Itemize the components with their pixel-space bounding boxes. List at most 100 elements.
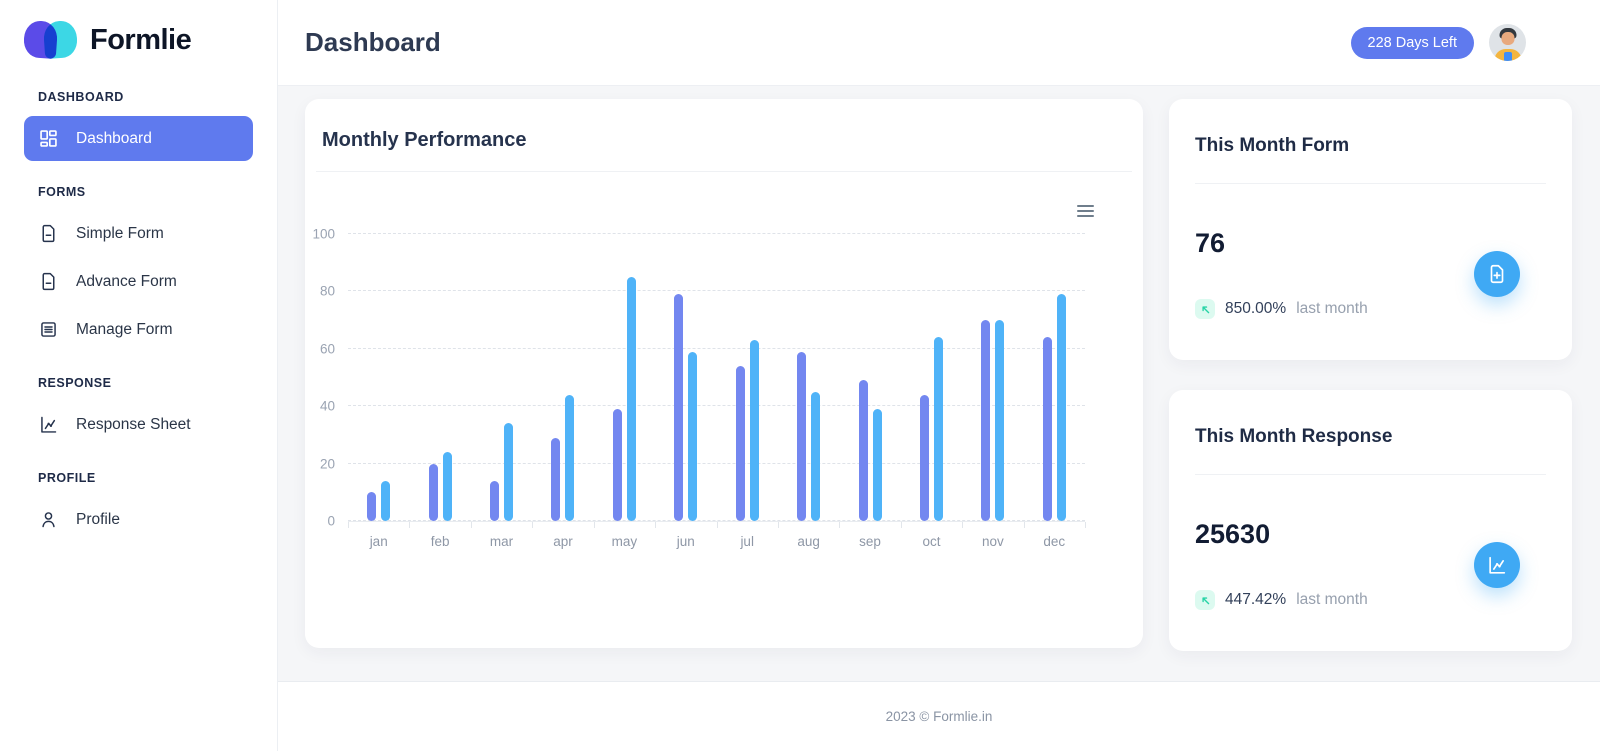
stat-title: This Month Response — [1195, 390, 1546, 475]
formlie-logo-icon — [22, 15, 79, 65]
top-header: Dashboard 228 Days Left — [278, 0, 1600, 86]
bar-series-2-jul — [749, 340, 759, 521]
section-label-dashboard: DASHBOARD — [38, 90, 124, 104]
sidebar-item-advance-form[interactable]: Advance Form — [24, 259, 253, 304]
page-title: Dashboard — [305, 27, 441, 57]
x-axis-tick — [1085, 522, 1086, 528]
x-axis-label: sep — [859, 534, 881, 549]
file-plus-icon — [1474, 251, 1520, 297]
y-axis-label: 100 — [312, 226, 335, 242]
sidebar-item-dashboard[interactable]: Dashboard — [24, 116, 253, 161]
bar-series-2-aug — [811, 391, 821, 521]
bar-group-jun — [655, 234, 716, 521]
gridline — [348, 462, 1085, 464]
document-icon — [38, 271, 59, 292]
avatar-face — [1501, 32, 1514, 45]
monthly-performance-card: Monthly Performance 0 20 40 60 80 100 jan feb ma… — [305, 99, 1143, 648]
y-axis-label: 80 — [319, 283, 335, 299]
line-chart-icon — [1474, 542, 1520, 588]
days-left-badge: 228 Days Left — [1350, 26, 1474, 59]
x-axis-label: jun — [676, 534, 695, 549]
y-axis-label: 0 — [327, 513, 335, 529]
content: Monthly Performance 0 20 40 60 80 100 jan feb ma… — [278, 86, 1600, 681]
sidebar-item-label: Profile — [76, 510, 120, 528]
sidebar-item-manage-form[interactable]: Manage Form — [24, 307, 253, 352]
x-axis-label: oct — [922, 534, 941, 549]
stat-change: 447.42% — [1225, 591, 1287, 608]
sidebar-item-response-sheet[interactable]: Response Sheet — [24, 402, 253, 447]
stat-value: 25630 — [1195, 519, 1271, 549]
stat-trend-row: 447.42% last month — [1195, 590, 1546, 610]
bar-series-2-sep — [872, 409, 882, 521]
user-avatar[interactable] — [1489, 24, 1526, 61]
x-axis-label: mar — [489, 534, 514, 549]
x-axis-tick — [1023, 522, 1025, 528]
bar-series-2-oct — [933, 337, 943, 521]
stat-change: 850.00% — [1225, 300, 1287, 317]
bar-group-sep — [839, 234, 900, 521]
bar-series-1-feb — [428, 463, 438, 521]
section-label-forms: FORMS — [38, 185, 86, 199]
x-axis-label: jan — [369, 534, 388, 549]
bar-group-jan — [348, 234, 409, 521]
bar-group-apr — [532, 234, 593, 521]
sidebar-item-label: Simple Form — [76, 224, 164, 242]
x-axis-tick — [532, 522, 534, 528]
x-axis-tick — [777, 522, 779, 528]
chart-menu-icon[interactable] — [1075, 203, 1096, 219]
x-axis-tick — [348, 522, 349, 528]
bar-series-1-aug — [797, 351, 807, 521]
bar-series-2-feb — [442, 452, 452, 521]
x-axis-label: may — [611, 534, 638, 549]
bar-series-2-apr — [565, 394, 575, 521]
bar-series-1-jul — [735, 366, 745, 521]
gridline — [348, 290, 1085, 292]
stat-title: This Month Form — [1195, 99, 1546, 184]
gridline — [348, 347, 1085, 349]
chart-area: 0 20 40 60 80 100 jan feb mar apr may jun jul aug sep o… — [312, 172, 1132, 612]
gridline — [348, 405, 1085, 407]
x-axis-label: nov — [981, 534, 1004, 549]
brand-name: Formlie — [90, 23, 192, 56]
bar-series-1-mar — [490, 480, 500, 521]
bar-series-1-nov — [981, 320, 991, 521]
x-axis-tick — [962, 522, 964, 528]
y-axis-label: 20 — [319, 456, 335, 472]
bar-series-1-jun — [674, 294, 684, 521]
bar-series-1-dec — [1042, 337, 1052, 521]
x-axis-label: apr — [553, 534, 573, 549]
document-icon — [38, 223, 59, 244]
sidebar-item-simple-form[interactable]: Simple Form — [24, 211, 253, 256]
x-axis-tick — [470, 522, 472, 528]
x-axis-tick — [900, 522, 902, 528]
bar-group-mar — [471, 234, 532, 521]
stats-column: This Month Form 76 850.00% last month — [1169, 99, 1572, 681]
section-label-profile: PROFILE — [38, 471, 96, 485]
x-axis-tick — [716, 522, 718, 528]
x-axis-tick — [655, 522, 657, 528]
bar-series-2-dec — [1056, 294, 1066, 521]
user-icon — [38, 509, 59, 530]
x-axis-label: dec — [1043, 534, 1066, 549]
bar-group-nov — [962, 234, 1023, 521]
stat-trend-row: 850.00% last month — [1195, 299, 1546, 319]
y-axis-label: 40 — [319, 398, 335, 414]
trend-up-arrow-icon — [1195, 299, 1215, 319]
sidebar-item-profile[interactable]: Profile — [24, 497, 253, 542]
bar-series-2-jan — [381, 480, 391, 521]
header-actions: 228 Days Left — [1350, 24, 1526, 61]
x-axis-label: aug — [797, 534, 820, 549]
gridline — [348, 233, 1085, 234]
sidebar-item-label: Manage Form — [76, 320, 173, 338]
chart-card-header: Monthly Performance — [316, 99, 1132, 172]
x-axis-tick — [409, 522, 411, 528]
this-month-response-card: This Month Response 25630 447.42% last m… — [1169, 390, 1572, 651]
bar-series-1-oct — [919, 394, 929, 521]
sidebar-item-label: Response Sheet — [76, 415, 191, 433]
x-axis-label: jul — [740, 534, 754, 549]
bar-series-2-may — [626, 277, 636, 521]
x-axis-tick — [593, 522, 595, 528]
footer: 2023 © Formlie.in — [278, 681, 1600, 751]
stat-change-suffix: last month — [1296, 591, 1368, 608]
